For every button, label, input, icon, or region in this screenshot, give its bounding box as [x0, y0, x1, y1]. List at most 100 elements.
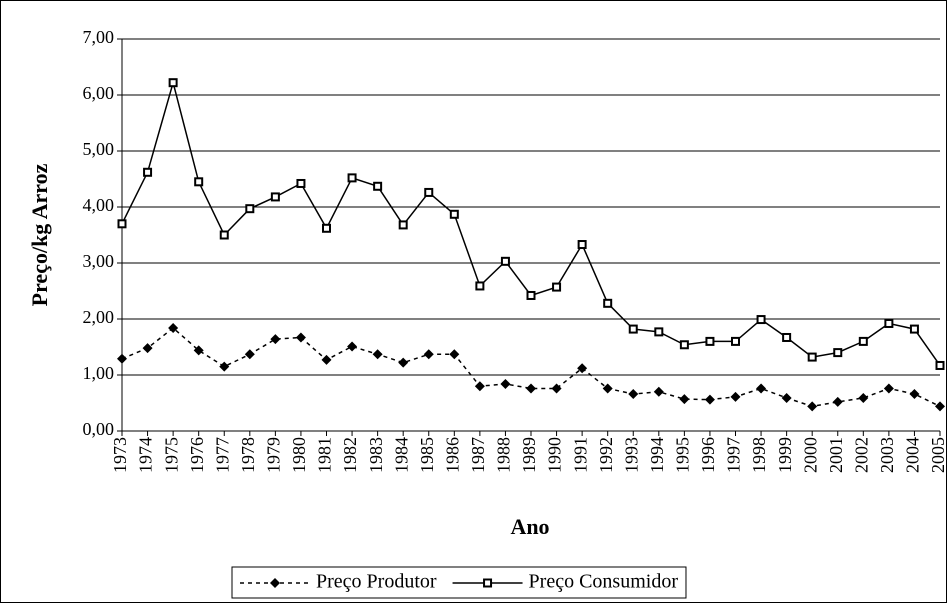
legend-label: Preço Produtor — [316, 571, 437, 593]
point — [909, 389, 920, 400]
point — [193, 345, 204, 356]
legend-marker — [483, 578, 493, 588]
x-tick-label: 1980 — [289, 437, 309, 473]
x-tick-label: 1976 — [187, 437, 207, 473]
y-axis-title: Preço/kg Arroz — [27, 163, 52, 306]
point — [730, 391, 741, 402]
point — [474, 381, 485, 392]
point — [935, 401, 945, 412]
x-tick-label: 1977 — [212, 437, 232, 473]
point — [858, 336, 868, 346]
point — [679, 394, 690, 405]
point — [526, 383, 536, 394]
point — [449, 209, 459, 219]
x-tick-label: 1989 — [519, 437, 539, 473]
point — [731, 336, 740, 346]
x-tick-label: 1995 — [673, 437, 693, 473]
y-tick-label: 3,00 — [83, 251, 115, 271]
y-tick-label: 5,00 — [83, 139, 115, 159]
point — [117, 219, 127, 229]
point — [372, 349, 383, 360]
point — [347, 173, 357, 183]
point — [756, 315, 766, 325]
point — [296, 178, 306, 188]
point — [373, 181, 383, 191]
x-tick-label: 1996 — [698, 437, 718, 473]
x-tick-label: 1975 — [161, 437, 181, 473]
x-tick-label: 1981 — [315, 437, 335, 473]
point — [475, 281, 485, 291]
point — [423, 349, 434, 360]
x-tick-label: 2004 — [903, 437, 923, 473]
x-tick-label: 1988 — [494, 437, 514, 473]
point — [909, 324, 919, 334]
point — [832, 396, 843, 407]
x-tick-label: 2003 — [877, 437, 897, 473]
x-tick-label: 1997 — [724, 437, 744, 473]
series-line — [121, 326, 941, 408]
x-tick-label: 2000 — [800, 437, 820, 473]
point — [117, 353, 127, 364]
point — [653, 386, 664, 397]
point — [551, 383, 562, 394]
y-tick-label: 1,00 — [83, 363, 115, 383]
point — [884, 318, 894, 328]
x-tick-label: 1983 — [366, 437, 386, 473]
point — [781, 392, 792, 403]
point — [321, 354, 332, 365]
x-axis-title: Ano — [510, 514, 549, 539]
x-tick-label: 1984 — [391, 437, 411, 473]
point — [143, 167, 153, 177]
x-tick-label: 1994 — [647, 437, 667, 473]
point — [244, 349, 255, 360]
y-tick-label: 2,00 — [83, 307, 115, 327]
point — [807, 352, 817, 362]
x-tick-label: 1986 — [442, 437, 462, 473]
x-tick-label: 1985 — [417, 437, 437, 473]
point — [295, 332, 306, 343]
x-tick-label: 1973 — [110, 437, 130, 473]
point — [603, 298, 613, 308]
y-tick-label: 4,00 — [83, 195, 115, 215]
point — [782, 332, 792, 342]
point — [142, 343, 153, 354]
point — [347, 341, 358, 352]
point — [449, 349, 460, 360]
point — [424, 187, 434, 197]
point — [219, 361, 230, 372]
point — [628, 324, 638, 334]
point — [577, 240, 587, 250]
point — [245, 204, 255, 214]
point — [168, 322, 179, 333]
point — [270, 334, 281, 345]
x-tick-label: 1978 — [238, 437, 258, 473]
x-tick-label: 1991 — [570, 437, 590, 473]
point — [833, 348, 843, 358]
point — [705, 336, 715, 346]
point — [679, 340, 689, 350]
x-tick-label: 1993 — [621, 437, 641, 473]
x-tick-label: 1992 — [596, 437, 616, 473]
point — [858, 392, 869, 403]
x-tick-label: 2002 — [851, 437, 871, 473]
point — [807, 401, 818, 412]
point — [500, 378, 511, 389]
point — [168, 78, 178, 88]
point — [935, 360, 945, 370]
x-tick-label: 1990 — [545, 437, 565, 473]
y-tick-label: 7,00 — [83, 27, 115, 47]
legend-label: Preço Consumidor — [529, 571, 679, 593]
x-tick-label: 1999 — [775, 437, 795, 473]
point — [756, 383, 767, 394]
x-tick-label: 1998 — [749, 437, 769, 473]
point — [219, 230, 229, 240]
x-tick-label: 2001 — [826, 437, 846, 473]
x-tick-label: 1987 — [468, 437, 488, 473]
point — [602, 383, 613, 394]
point — [577, 363, 588, 374]
point — [704, 394, 715, 405]
x-tick-label: 2005 — [928, 437, 947, 473]
